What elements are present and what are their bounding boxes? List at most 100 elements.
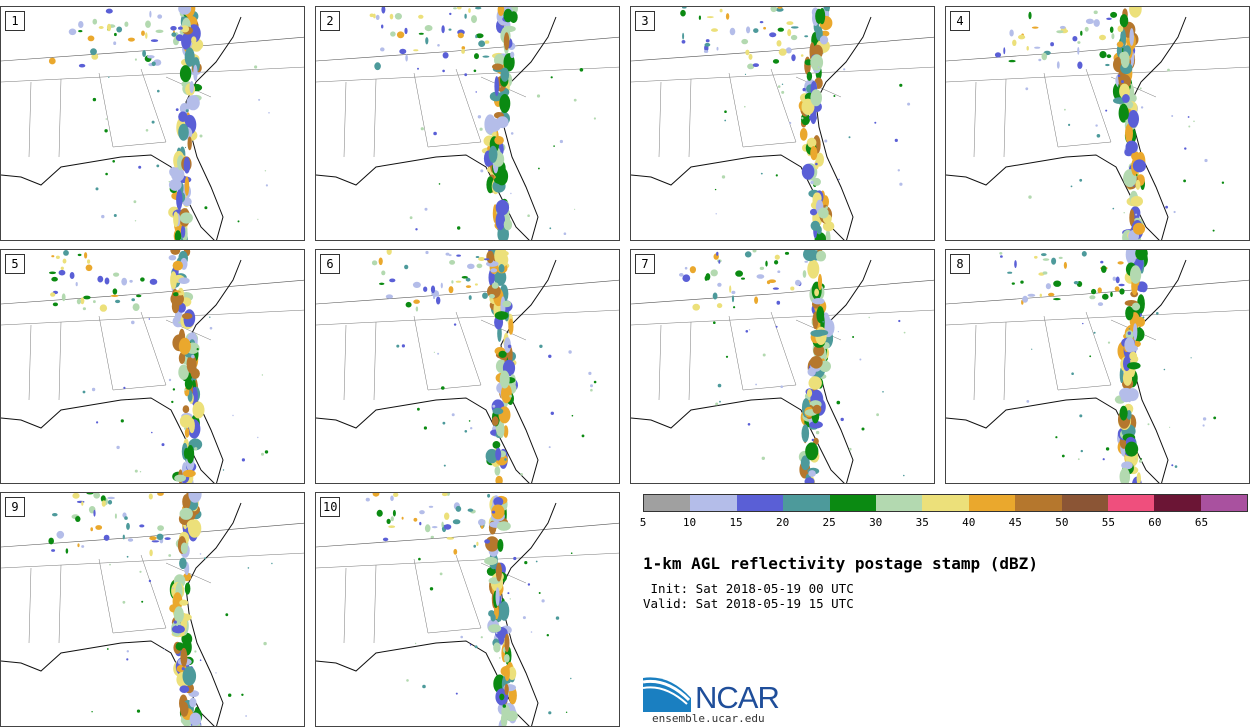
echo-cell [1026, 46, 1029, 51]
echo-cell [816, 225, 822, 235]
echo-cell [156, 164, 160, 168]
colorbar-tick-label: 50 [1055, 516, 1069, 529]
echo-cell [802, 270, 807, 278]
echo-cell [484, 114, 496, 135]
echo-cell [445, 252, 450, 256]
echo-cell [78, 63, 86, 68]
echo-cell [115, 299, 121, 304]
echo-cell [1212, 229, 1215, 232]
echo-cell [101, 214, 105, 219]
echo-cell [174, 230, 182, 240]
reflectivity-map [1, 250, 304, 483]
echo-cell [106, 23, 112, 32]
echo-cell [405, 301, 412, 308]
echo-cell [488, 294, 495, 299]
echo-cell [1122, 369, 1133, 386]
echo-cell [172, 592, 183, 611]
echo-cell [192, 401, 205, 419]
echo-cell [108, 76, 110, 78]
echo-cell [1135, 179, 1141, 190]
echo-cell [760, 172, 763, 175]
echo-cell [716, 251, 719, 256]
echo-cell [1169, 426, 1171, 428]
echo-cell [774, 254, 780, 260]
echo-cell [907, 102, 911, 106]
echo-cell [1096, 134, 1101, 138]
echo-cell [1187, 116, 1190, 118]
echo-cell [114, 32, 117, 37]
echo-cell [257, 436, 259, 439]
echo-cell [104, 277, 110, 285]
echo-cell [565, 711, 568, 713]
echo-cell [1139, 282, 1148, 293]
echo-cell [810, 54, 824, 71]
echo-cell [168, 181, 170, 183]
echo-cell [51, 255, 55, 258]
echo-cell [133, 200, 137, 204]
echo-cell [182, 313, 193, 320]
echo-cell [136, 709, 141, 713]
echo-cell [381, 270, 386, 276]
echo-cell [1099, 51, 1107, 59]
echo-cell [475, 256, 480, 258]
reflectivity-map [316, 493, 619, 726]
echo-cell [418, 32, 424, 35]
echo-cell [1089, 355, 1092, 358]
echo-cell [394, 13, 402, 20]
echo-cell [815, 162, 818, 166]
echo-cell [778, 48, 787, 56]
echo-cell [874, 121, 877, 124]
echo-cell [894, 138, 898, 142]
echo-cell [247, 567, 250, 569]
echo-cell [485, 536, 500, 552]
echo-cell [457, 32, 464, 39]
echo-cell [1184, 147, 1187, 150]
echo-cell [58, 269, 66, 276]
echo-cell [171, 167, 185, 182]
echo-cell [1042, 258, 1050, 261]
echo-cell [1129, 28, 1134, 46]
echo-cell [741, 38, 749, 45]
echo-cell [840, 417, 844, 422]
echo-cell [418, 557, 421, 561]
echo-cell [735, 270, 743, 277]
echo-cell [170, 271, 177, 290]
echo-cell [1080, 449, 1083, 453]
echo-cell [1106, 17, 1112, 20]
echo-cell [237, 220, 240, 223]
echo-cell [80, 297, 85, 305]
echo-cell [382, 537, 389, 542]
echo-cell [1055, 436, 1058, 439]
echo-cell [93, 493, 101, 499]
echo-cell [1110, 11, 1118, 18]
echo-cell [61, 293, 66, 302]
colorbar-segment [1154, 495, 1201, 511]
echo-cell [148, 318, 150, 320]
echo-cell [1119, 467, 1131, 483]
echo-cell [1053, 280, 1062, 287]
echo-cell [449, 260, 456, 265]
echo-cell [716, 303, 723, 309]
echo-cell [703, 50, 709, 53]
echo-cell [371, 260, 378, 266]
echo-cell [474, 283, 478, 286]
echo-cell [84, 252, 88, 259]
echo-cell [810, 180, 814, 185]
echo-cell [548, 446, 551, 449]
echo-cell [179, 599, 189, 606]
echo-cell [536, 94, 541, 98]
echo-cell [490, 268, 498, 273]
echo-cell [692, 303, 700, 311]
echo-cell [180, 542, 188, 554]
echo-cell [501, 383, 512, 404]
echo-cell [401, 344, 405, 348]
echo-cell [415, 306, 419, 312]
reflectivity-map [1, 493, 304, 726]
echo-cell [184, 146, 187, 149]
echo-cell [182, 469, 196, 478]
echo-cell [1204, 158, 1208, 163]
echo-cell [494, 136, 504, 145]
echo-cell [795, 279, 801, 286]
echo-cell [489, 91, 503, 102]
echo-cell [437, 44, 440, 47]
